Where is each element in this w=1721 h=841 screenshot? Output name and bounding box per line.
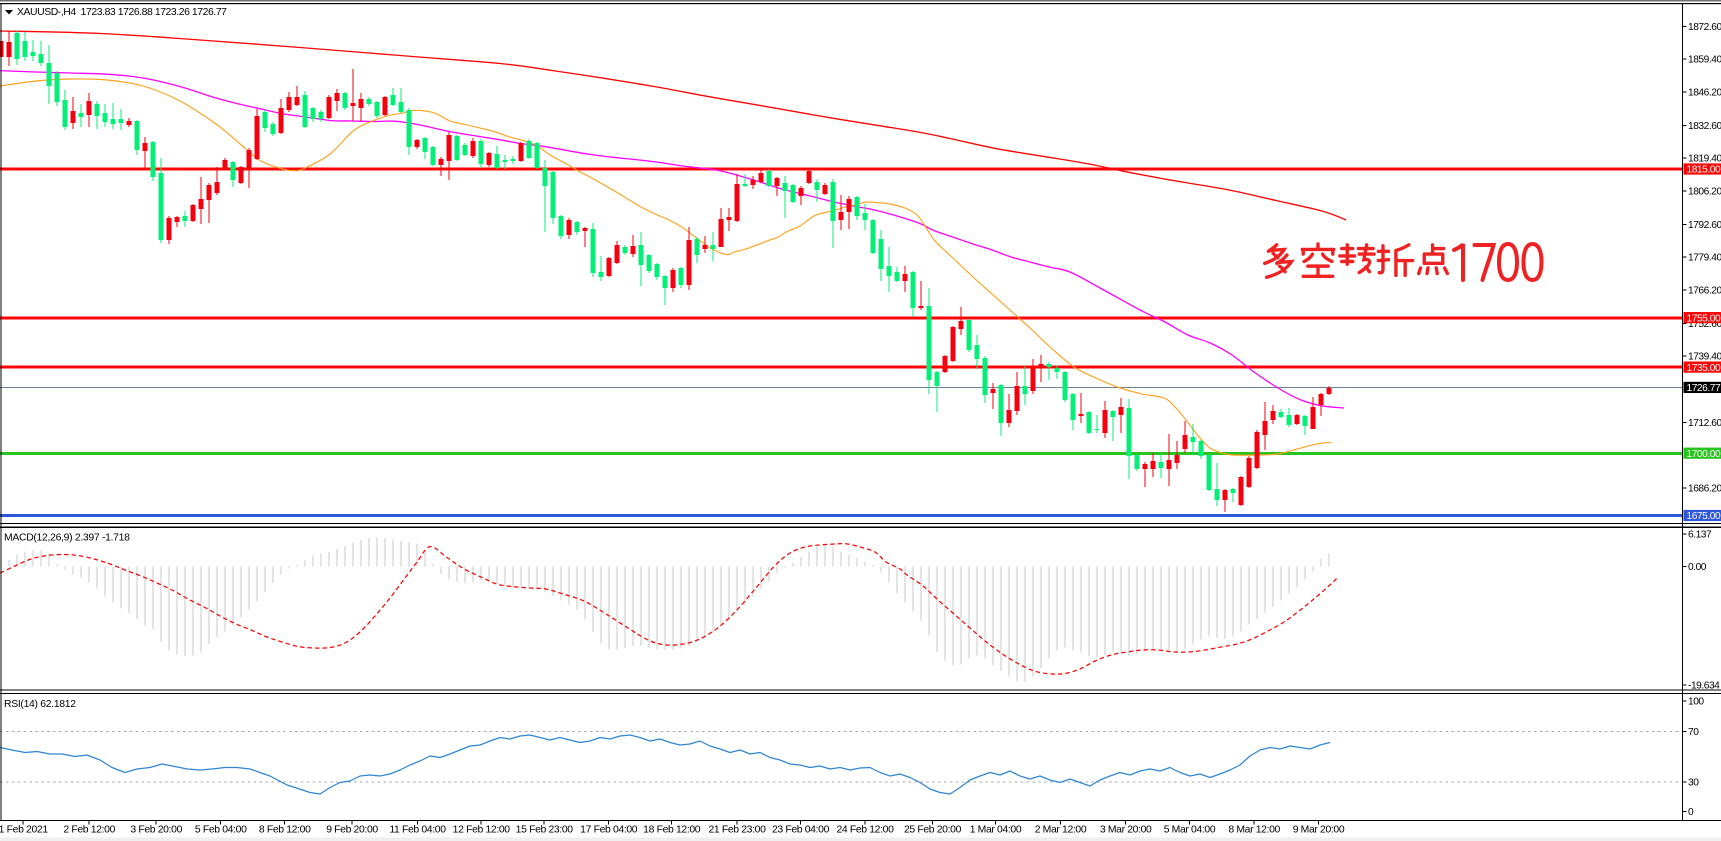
svg-text:5 Mar 04:00: 5 Mar 04:00	[1164, 825, 1216, 836]
svg-text:8 Feb 12:00: 8 Feb 12:00	[259, 825, 311, 836]
svg-text:1859.40: 1859.40	[1688, 55, 1721, 66]
svg-text:MACD(12,26,9) 2.397 -1.718: MACD(12,26,9) 2.397 -1.718	[4, 533, 130, 544]
svg-text:5 Feb 04:00: 5 Feb 04:00	[195, 825, 247, 836]
svg-text:-19.634: -19.634	[1688, 681, 1720, 692]
svg-text:2 Mar 12:00: 2 Mar 12:00	[1035, 825, 1087, 836]
svg-text:1872.60: 1872.60	[1688, 22, 1721, 33]
svg-text:3 Mar 20:00: 3 Mar 20:00	[1100, 825, 1152, 836]
svg-text:1819.40: 1819.40	[1688, 154, 1721, 165]
svg-text:1779.40: 1779.40	[1688, 253, 1721, 264]
svg-text:1726.77: 1726.77	[1687, 383, 1721, 394]
svg-text:1815.00: 1815.00	[1687, 165, 1721, 176]
svg-text:1755.00: 1755.00	[1687, 313, 1721, 324]
svg-text:1735.00: 1735.00	[1687, 363, 1721, 374]
svg-text:3 Feb 20:00: 3 Feb 20:00	[130, 825, 182, 836]
svg-text:RSI(14) 62.1812: RSI(14) 62.1812	[4, 699, 76, 710]
svg-text:0.00: 0.00	[1688, 562, 1707, 573]
svg-text:23 Feb 04:00: 23 Feb 04:00	[772, 825, 830, 836]
svg-text:9 Mar 20:00: 9 Mar 20:00	[1293, 825, 1345, 836]
svg-text:1766.20: 1766.20	[1688, 285, 1721, 296]
svg-text:1806.20: 1806.20	[1688, 186, 1721, 197]
svg-text:100: 100	[1688, 697, 1704, 708]
svg-text:1675.00: 1675.00	[1687, 511, 1721, 522]
svg-text:70: 70	[1688, 727, 1699, 738]
svg-text:1792.60: 1792.60	[1688, 220, 1721, 231]
svg-text:1712.60: 1712.60	[1688, 418, 1721, 429]
svg-text:1832.60: 1832.60	[1688, 121, 1721, 132]
svg-text:30: 30	[1688, 778, 1699, 789]
svg-text:1752.60: 1752.60	[1688, 319, 1721, 330]
svg-text:12 Feb 12:00: 12 Feb 12:00	[453, 825, 511, 836]
svg-text:18 Feb 12:00: 18 Feb 12:00	[643, 825, 701, 836]
svg-text:25 Feb 20:00: 25 Feb 20:00	[904, 825, 962, 836]
svg-text:1700.00: 1700.00	[1687, 449, 1721, 460]
svg-text:2 Feb 12:00: 2 Feb 12:00	[63, 825, 115, 836]
svg-text:1 Feb 2021: 1 Feb 2021	[0, 825, 48, 836]
svg-text:17 Feb 04:00: 17 Feb 04:00	[580, 825, 638, 836]
svg-text:1686.20: 1686.20	[1688, 483, 1721, 494]
svg-text:11 Feb 04:00: 11 Feb 04:00	[389, 825, 446, 836]
svg-text:1 Mar 04:00: 1 Mar 04:00	[970, 825, 1022, 836]
svg-text:8 Mar 12:00: 8 Mar 12:00	[1228, 825, 1280, 836]
svg-text:1846.20: 1846.20	[1688, 87, 1721, 98]
svg-text:1739.40: 1739.40	[1688, 352, 1721, 363]
svg-text:21 Feb 23:00: 21 Feb 23:00	[708, 825, 766, 836]
svg-text:0: 0	[1688, 807, 1694, 818]
svg-text:6.137: 6.137	[1688, 530, 1712, 541]
svg-text:15 Feb 23:00: 15 Feb 23:00	[516, 825, 574, 836]
svg-text:XAUUSD-,H4 1723.83 1726.88 17: XAUUSD-,H4 1723.83 1726.88 1723.26 1726.…	[17, 7, 227, 18]
svg-text:9 Feb 20:00: 9 Feb 20:00	[326, 825, 378, 836]
svg-text:24 Feb 12:00: 24 Feb 12:00	[836, 825, 894, 836]
